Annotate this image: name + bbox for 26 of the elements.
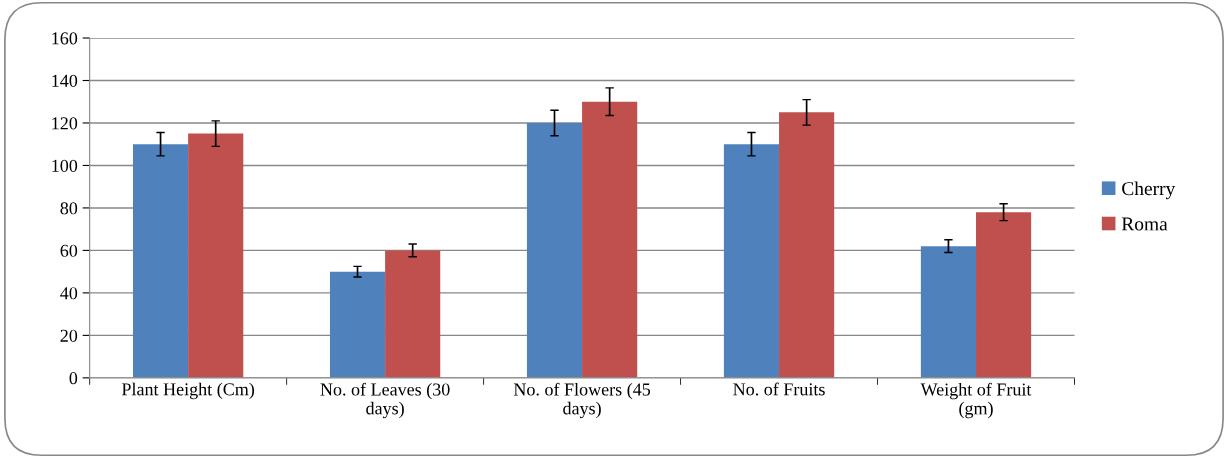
bar bbox=[188, 133, 244, 378]
bar bbox=[526, 122, 583, 378]
x-tick-label: No. of Flowers (45 days) bbox=[513, 382, 651, 419]
bar bbox=[779, 112, 835, 378]
y-tick-label: 60 bbox=[60, 244, 78, 257]
bar bbox=[582, 101, 638, 378]
legend-label: Cherry bbox=[1122, 181, 1176, 200]
y-tick-label: 40 bbox=[60, 287, 78, 300]
x-tick-label: Weight of Fruit (gm) bbox=[920, 382, 1032, 419]
legend-label: Roma bbox=[1121, 217, 1168, 231]
x-tick-label: No. of Leaves (30 days) bbox=[320, 382, 450, 419]
bar bbox=[132, 144, 189, 378]
y-tick-label: 140 bbox=[52, 74, 78, 87]
y-tick-label: 80 bbox=[60, 202, 78, 215]
x-tick-label: No. of Fruits bbox=[733, 382, 825, 396]
y-tick-label: 160 bbox=[52, 32, 78, 45]
bar bbox=[976, 212, 1032, 378]
y-tick-label: 120 bbox=[52, 117, 78, 130]
y-tick-label: 20 bbox=[60, 329, 78, 342]
y-tick-label: 0 bbox=[69, 372, 78, 385]
x-tick-label: Plant Height (Cm) bbox=[121, 382, 255, 400]
bar bbox=[920, 246, 977, 378]
bar bbox=[723, 144, 780, 378]
bar bbox=[385, 250, 441, 378]
bar bbox=[329, 271, 386, 378]
y-tick-label: 100 bbox=[52, 159, 78, 172]
